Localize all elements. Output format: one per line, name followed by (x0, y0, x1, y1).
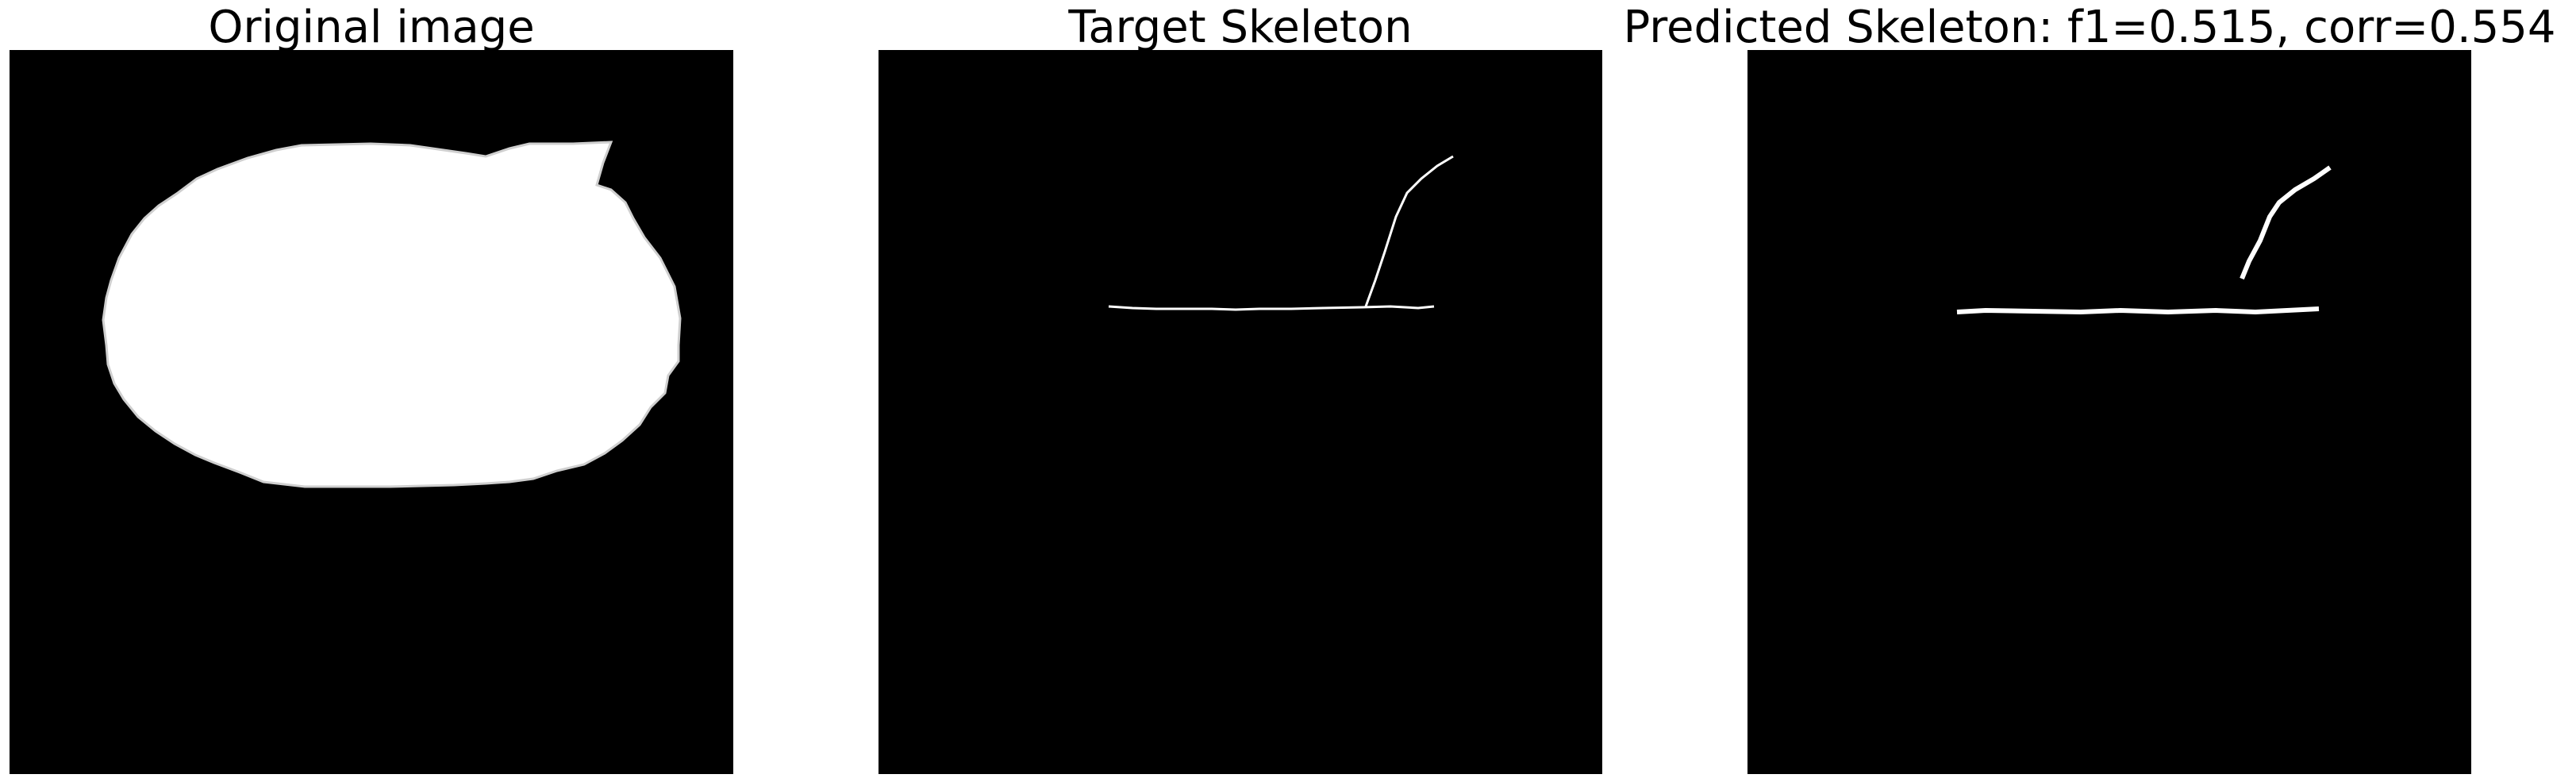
blob-shape (102, 141, 682, 488)
target-skeleton-image (879, 50, 1602, 774)
panel-title-target: Target Skeleton (1068, 2, 1413, 53)
target-skeleton-panel (879, 50, 1602, 774)
target-skeleton-horizontal (1108, 305, 1435, 311)
predicted-skeleton-horizontal (1956, 306, 2320, 315)
panel-title-predicted: Predicted Skeleton: f1=0.515, corr=0.554 (1623, 2, 2556, 53)
original-image-panel (10, 50, 733, 774)
original-image (10, 50, 733, 774)
panel-title-original: Original image (208, 2, 535, 53)
predicted-skeleton-branch (2240, 165, 2332, 280)
predicted-skeleton-panel (1747, 50, 2471, 774)
predicted-skeleton-image (1747, 50, 2471, 774)
target-skeleton-branch (1364, 155, 1454, 307)
